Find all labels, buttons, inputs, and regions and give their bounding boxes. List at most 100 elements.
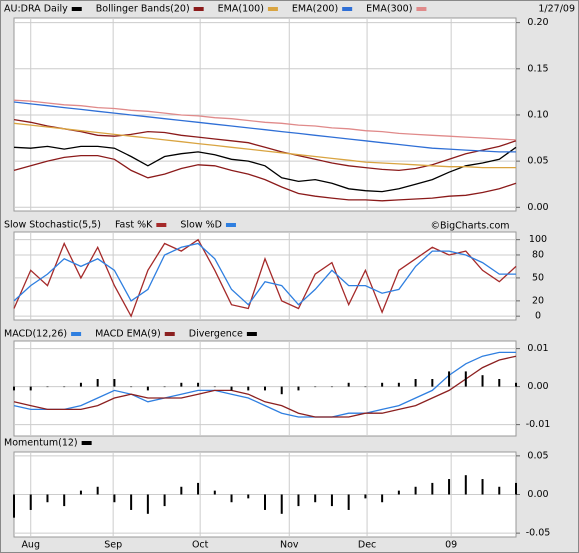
bar [13, 494, 15, 518]
bar [515, 382, 517, 387]
bar [230, 386, 233, 391]
line-series [13, 355, 517, 418]
x-tick-label: Aug [21, 540, 40, 551]
bar [197, 482, 200, 495]
y-tick-label: 0.00 [527, 489, 548, 500]
y-tick-label: 100 [529, 234, 547, 245]
line-series [13, 145, 517, 193]
legend-swatch [416, 7, 427, 11]
bar [29, 494, 32, 510]
x-tick-label: 09 [445, 540, 457, 551]
bar [364, 494, 367, 499]
bar [63, 386, 66, 388]
y-tick-label: 0.05 [527, 450, 548, 461]
chart-date: 1/27/09 [538, 4, 575, 15]
line-series [13, 118, 517, 172]
bar [431, 379, 434, 387]
line-series [13, 122, 516, 169]
bar [96, 379, 99, 387]
x-tick-label: Dec [358, 540, 376, 551]
bar [213, 386, 216, 388]
legend-swatch [81, 441, 92, 445]
bar [264, 494, 266, 510]
y-tick-label: 20 [532, 295, 544, 306]
x-tick-label: Oct [192, 540, 209, 551]
bar [330, 494, 333, 507]
bar [481, 479, 484, 495]
legend-swatch [164, 332, 175, 336]
bar [46, 386, 49, 388]
bar [381, 494, 384, 503]
bar [46, 494, 49, 503]
bar [330, 386, 333, 388]
bar [464, 371, 467, 387]
y-tick-label: 0.00 [527, 202, 548, 213]
bar [230, 494, 233, 503]
bar [29, 386, 32, 391]
bar [280, 386, 283, 395]
legend-label: MACD EMA(9) [95, 329, 161, 340]
bar [180, 486, 183, 495]
legend-swatch [156, 223, 167, 227]
legend-swatch [246, 332, 257, 336]
bar [163, 386, 166, 388]
plot-area [13, 231, 517, 321]
bar [498, 379, 501, 387]
bar [347, 382, 350, 387]
y-tick-label: 0.15 [527, 63, 548, 74]
line-series [13, 238, 517, 318]
legend-swatch [71, 332, 82, 336]
bar [464, 475, 467, 495]
line-series [13, 101, 516, 153]
x-tick-label: Nov [280, 540, 299, 551]
bar [197, 382, 200, 387]
bar [180, 382, 183, 387]
bar [130, 386, 133, 388]
bar [113, 494, 116, 503]
bar [280, 494, 283, 514]
y-tick-label: -0.05 [526, 528, 551, 539]
bar [146, 494, 149, 514]
bar [314, 386, 317, 388]
bar [13, 386, 15, 391]
bar [297, 386, 300, 391]
legend-label: EMA(100) [218, 4, 264, 15]
bar [297, 494, 300, 507]
legend-swatch [342, 7, 353, 11]
bar [448, 371, 451, 387]
bar [347, 494, 350, 510]
legend-swatch [225, 223, 236, 227]
legend-label: EMA(200) [292, 4, 338, 15]
y-tick-label: 0.20 [527, 17, 548, 28]
bar [381, 382, 384, 387]
bar [481, 375, 484, 387]
bar [63, 494, 66, 507]
legend-label: Slow %D [180, 220, 222, 231]
bar [515, 482, 517, 495]
legend-label: AU:DRA Daily [4, 4, 68, 15]
y-tick-label: 0 [535, 311, 541, 322]
y-tick-label: 80 [532, 249, 544, 260]
line-series [13, 99, 517, 141]
bar [247, 494, 250, 499]
bar [314, 494, 317, 503]
y-tick-label: 0.05 [527, 156, 548, 167]
legend-label: Momentum(12) [4, 438, 78, 449]
bar [448, 479, 451, 495]
y-tick-label: 0.10 [527, 109, 548, 120]
line-series [13, 154, 517, 202]
panel-title: Slow Stochastic(5,5) [4, 220, 101, 231]
bar [247, 386, 250, 391]
legend-swatch [71, 7, 82, 11]
x-tick-label: Sep [104, 540, 122, 551]
bar [414, 379, 417, 387]
legend-label: Fast %K [115, 220, 153, 231]
bar [431, 482, 434, 495]
legend-label: MACD(12,26) [4, 329, 67, 340]
legend-swatch [193, 7, 204, 11]
bar [397, 490, 400, 495]
bar [364, 386, 367, 388]
legend-label: Divergence [189, 329, 243, 340]
bar [130, 494, 133, 510]
